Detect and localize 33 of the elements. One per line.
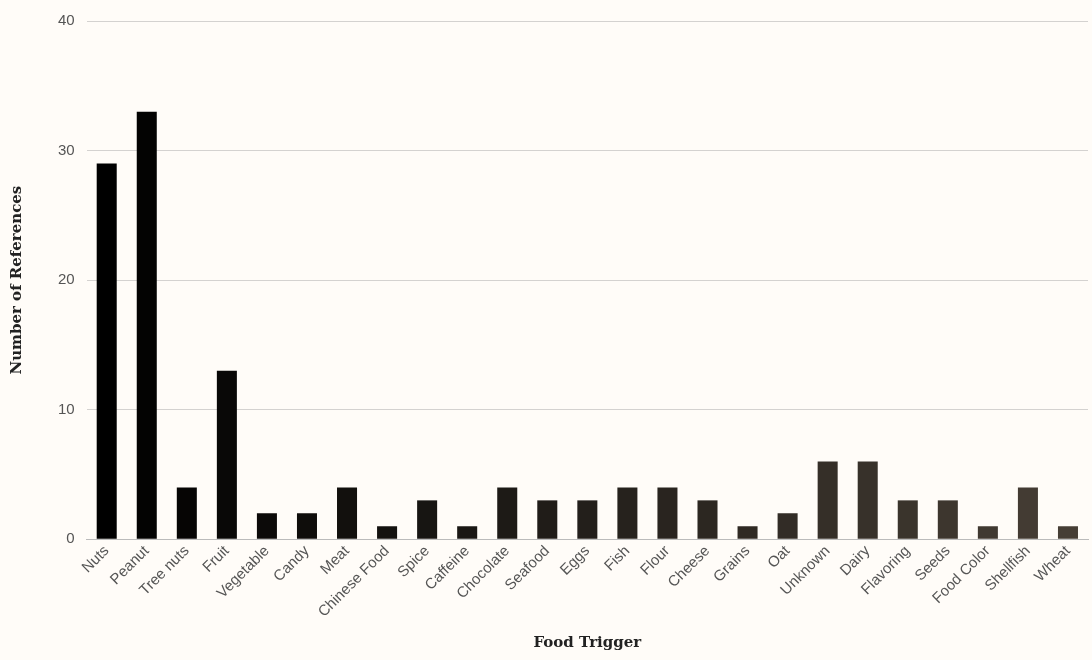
bar (176, 487, 197, 539)
x-axis-title: Food Trigger (533, 632, 643, 651)
bar (737, 526, 758, 539)
bar (937, 500, 958, 539)
y-tick-label: 0 (66, 529, 75, 547)
bar (377, 526, 398, 539)
y-tick-label: 30 (58, 140, 75, 158)
bar (777, 513, 798, 539)
y-tick-label: 10 (58, 399, 75, 417)
bar (537, 500, 558, 539)
bar (617, 487, 638, 539)
bar (136, 111, 157, 539)
bar (657, 487, 678, 539)
bar (256, 513, 277, 539)
bar (697, 500, 718, 539)
bar (337, 487, 358, 539)
bar (417, 500, 438, 539)
y-tick-label: 40 (58, 11, 75, 29)
bar (96, 163, 117, 539)
x-tick-label: Fish (600, 541, 633, 574)
bar (216, 370, 237, 539)
bar (817, 461, 838, 539)
y-tick-label: 20 (58, 270, 75, 288)
bar (897, 500, 918, 539)
bar (857, 461, 878, 539)
bar (977, 526, 998, 539)
bar (1017, 487, 1038, 539)
bar (457, 526, 478, 539)
bar (296, 513, 317, 539)
y-axis-title: Number of References (6, 185, 25, 375)
bar (577, 500, 598, 539)
bar (497, 487, 518, 539)
bar (1057, 526, 1078, 539)
